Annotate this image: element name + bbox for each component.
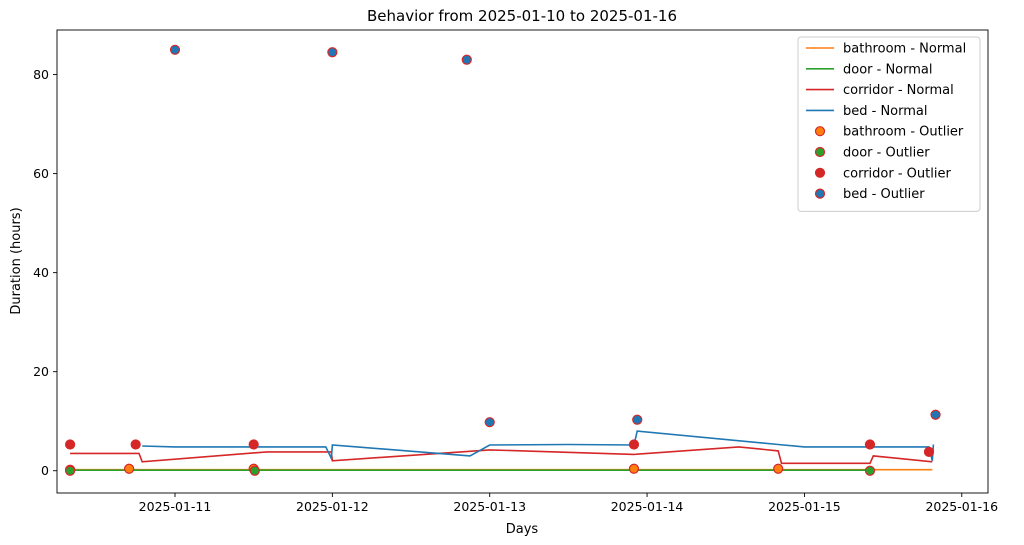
y-tick-label: 20 — [33, 364, 49, 379]
legend-label: bed - Normal — [843, 104, 928, 119]
series-point-6-5 — [923, 446, 935, 457]
series-point-7-5 — [930, 409, 941, 420]
legend-frame — [797, 36, 981, 212]
x-tick-label: 2025-01-16 — [925, 499, 998, 514]
series-point-6-2 — [248, 439, 259, 450]
series-point-6-1 — [130, 439, 141, 450]
x-tick-label: 2025-01-11 — [139, 499, 212, 514]
series-point-5-2 — [864, 465, 876, 476]
x-tick-label: 2025-01-15 — [768, 499, 841, 514]
series-point-7-4 — [632, 414, 643, 425]
series-point-4-3 — [628, 463, 640, 474]
legend-swatch-marker — [814, 146, 826, 158]
legend-label: door - Normal — [843, 62, 933, 77]
legend-label: door - Outlier — [843, 146, 930, 161]
series-point-7-0 — [169, 44, 181, 55]
legend-swatch-marker — [814, 126, 826, 137]
series-point-7-3 — [484, 417, 495, 428]
plot-frame — [56, 29, 989, 494]
series-point-7-1 — [327, 47, 338, 58]
y-tick-label: 80 — [33, 67, 49, 82]
series-point-7-2 — [461, 54, 472, 65]
y-tick-label: 60 — [33, 166, 49, 181]
series-line-3 — [142, 430, 935, 462]
series-point-6-3 — [628, 439, 640, 450]
x-tick-label: 2025-01-13 — [453, 499, 526, 514]
legend: bathroom - Normal door - Normal corridor -… — [797, 36, 981, 212]
series-layer — [65, 44, 941, 476]
legend-label: bathroom - Outlier — [843, 125, 964, 140]
legend-label: bathroom - Normal — [843, 42, 966, 57]
y-tick-label: 40 — [33, 265, 49, 280]
x-axis-label: Days — [506, 522, 539, 537]
y-axis-label: Duration (hours) — [9, 207, 24, 314]
legend-swatch-marker — [814, 167, 826, 178]
y-tick-label: 0 — [41, 463, 49, 478]
legend-label: corridor - Outlier — [843, 166, 951, 181]
series-line-2 — [70, 446, 933, 465]
legend-label: bed - Outlier — [843, 187, 925, 202]
chart-title: Behavior from 2025-01-10 to 2025-01-16 — [367, 7, 677, 25]
series-point-6-0 — [65, 439, 76, 450]
series-point-5-0 — [65, 465, 76, 476]
legend-swatch-marker — [814, 188, 826, 199]
x-axis: 2025-01-11 2025-01-12 2025-01-13 2025-01-14… — [139, 493, 998, 514]
legend-label: corridor - Normal — [843, 83, 954, 98]
x-tick-label: 2025-01-12 — [296, 499, 369, 514]
x-tick-label: 2025-01-14 — [611, 499, 684, 514]
plot-area — [56, 29, 989, 494]
y-axis: 0 20 40 60 80 — [33, 67, 57, 478]
series-point-5-1 — [249, 465, 260, 476]
series-point-4-1 — [124, 463, 135, 474]
series-point-4-4 — [773, 463, 784, 474]
series-point-6-4 — [864, 439, 876, 450]
